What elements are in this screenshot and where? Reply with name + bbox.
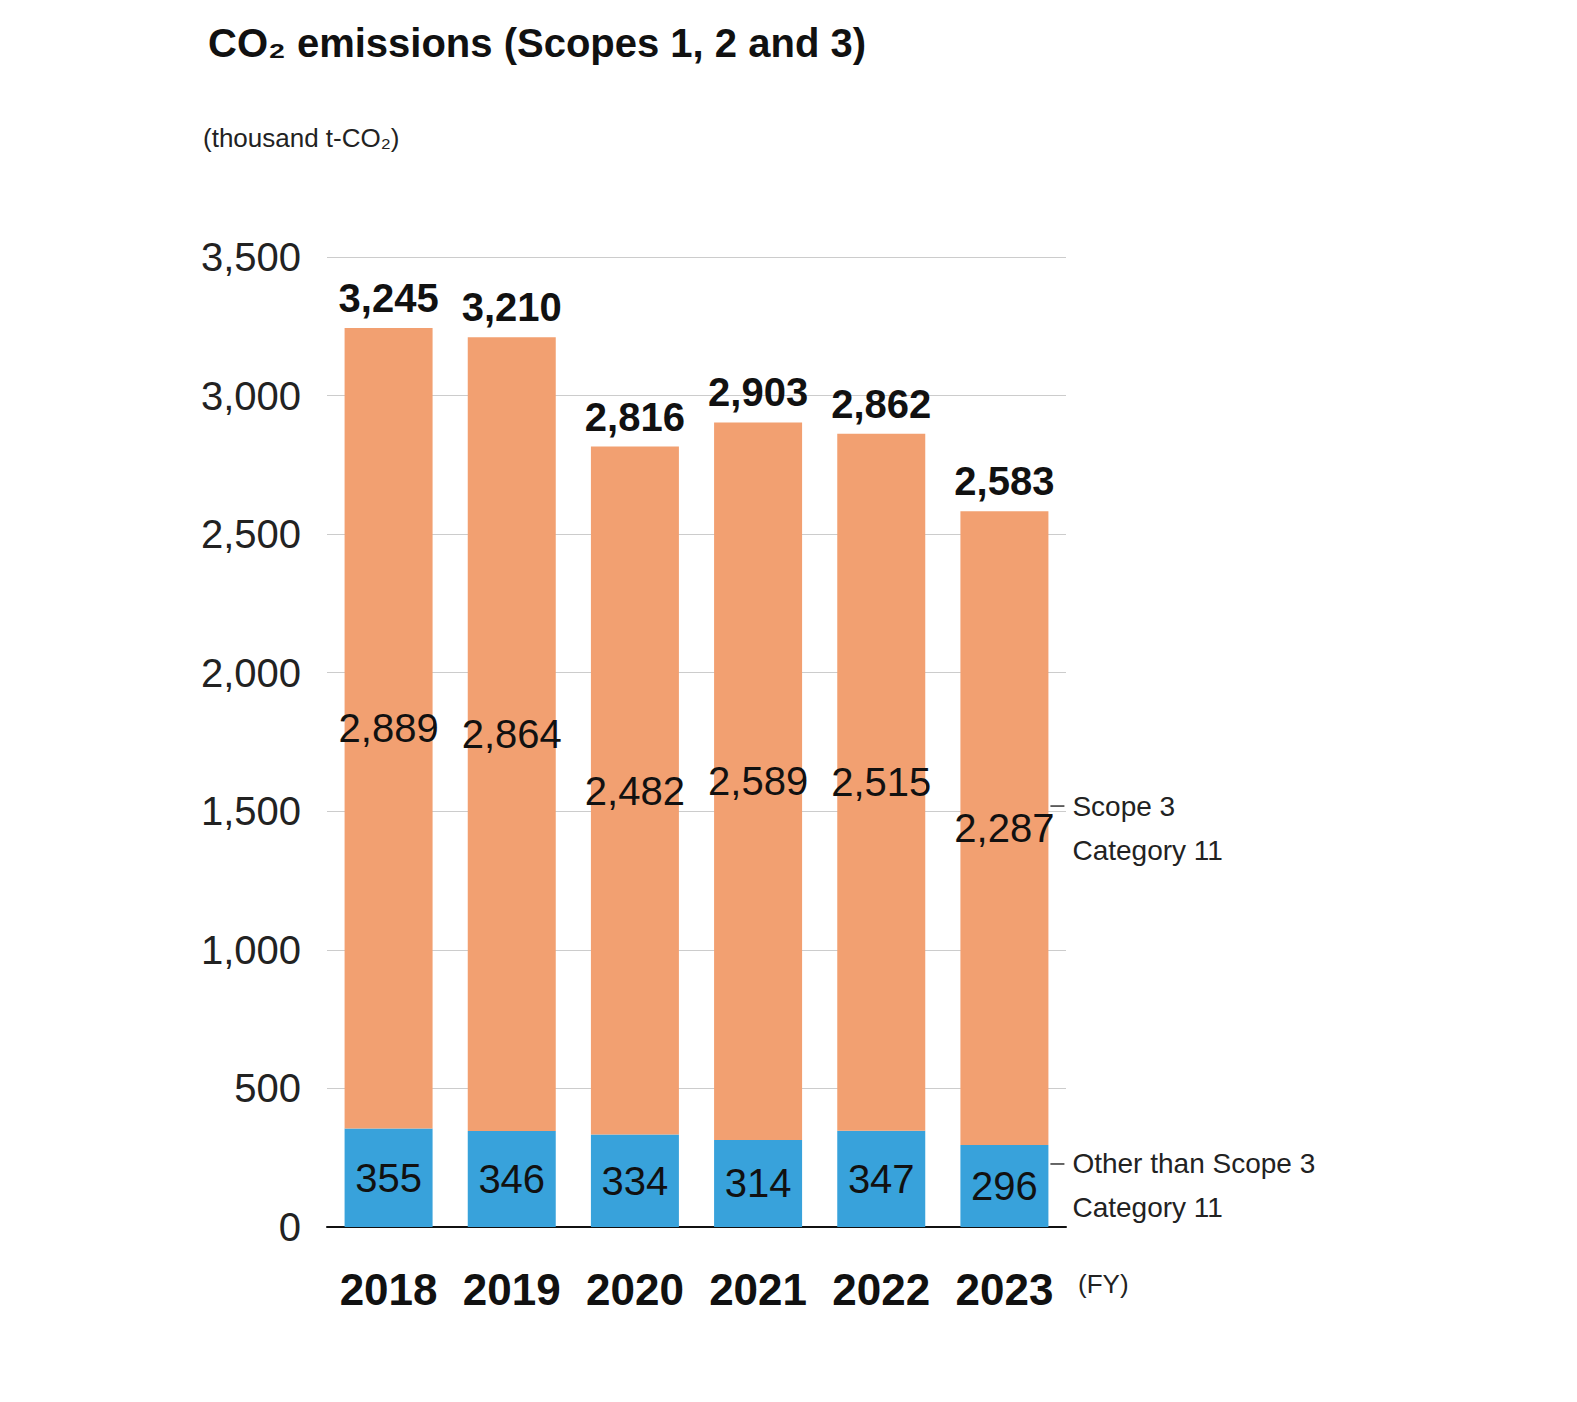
svg-text:2018: 2018 — [340, 1265, 438, 1314]
svg-text:3,245: 3,245 — [339, 276, 439, 320]
svg-text:2,287: 2,287 — [954, 806, 1054, 850]
svg-text:2,589: 2,589 — [708, 759, 808, 803]
svg-text:334: 334 — [602, 1159, 669, 1203]
svg-text:Other than Scope 3: Other than Scope 3 — [1072, 1148, 1315, 1179]
svg-text:2023: 2023 — [955, 1265, 1053, 1314]
svg-text:2,515: 2,515 — [831, 760, 931, 804]
svg-text:Category 11: Category 11 — [1072, 1192, 1222, 1223]
svg-text:3,210: 3,210 — [462, 285, 562, 329]
svg-text:2,864: 2,864 — [462, 712, 562, 756]
svg-text:2,862: 2,862 — [831, 382, 931, 426]
svg-text:296: 296 — [971, 1164, 1038, 1208]
svg-text:2,482: 2,482 — [585, 769, 685, 813]
svg-text:1,000: 1,000 — [201, 928, 301, 972]
svg-text:2020: 2020 — [586, 1265, 684, 1314]
svg-text:346: 346 — [478, 1157, 545, 1201]
svg-text:Scope 3: Scope 3 — [1072, 791, 1175, 822]
svg-text:2,500: 2,500 — [201, 512, 301, 556]
svg-text:2,889: 2,889 — [339, 706, 439, 750]
svg-text:(FY): (FY) — [1078, 1269, 1129, 1299]
svg-text:2021: 2021 — [709, 1265, 807, 1314]
svg-text:2,583: 2,583 — [954, 459, 1054, 503]
svg-text:3,000: 3,000 — [201, 374, 301, 418]
svg-text:1,500: 1,500 — [201, 789, 301, 833]
svg-text:355: 355 — [355, 1156, 422, 1200]
svg-text:3,500: 3,500 — [201, 235, 301, 279]
svg-text:314: 314 — [725, 1161, 792, 1205]
svg-text:(thousand t-CO₂): (thousand t-CO₂) — [203, 123, 400, 153]
svg-text:347: 347 — [848, 1157, 915, 1201]
svg-text:CO₂ emissions (Scopes 1, 2 and: CO₂ emissions (Scopes 1, 2 and 3) — [208, 21, 866, 65]
svg-text:2,000: 2,000 — [201, 651, 301, 695]
svg-text:2,816: 2,816 — [585, 395, 685, 439]
svg-text:2,903: 2,903 — [708, 370, 808, 414]
svg-text:2022: 2022 — [832, 1265, 930, 1314]
svg-text:0: 0 — [279, 1205, 301, 1249]
svg-text:2019: 2019 — [463, 1265, 561, 1314]
svg-text:Category 11: Category 11 — [1072, 835, 1222, 866]
svg-text:500: 500 — [234, 1066, 301, 1110]
